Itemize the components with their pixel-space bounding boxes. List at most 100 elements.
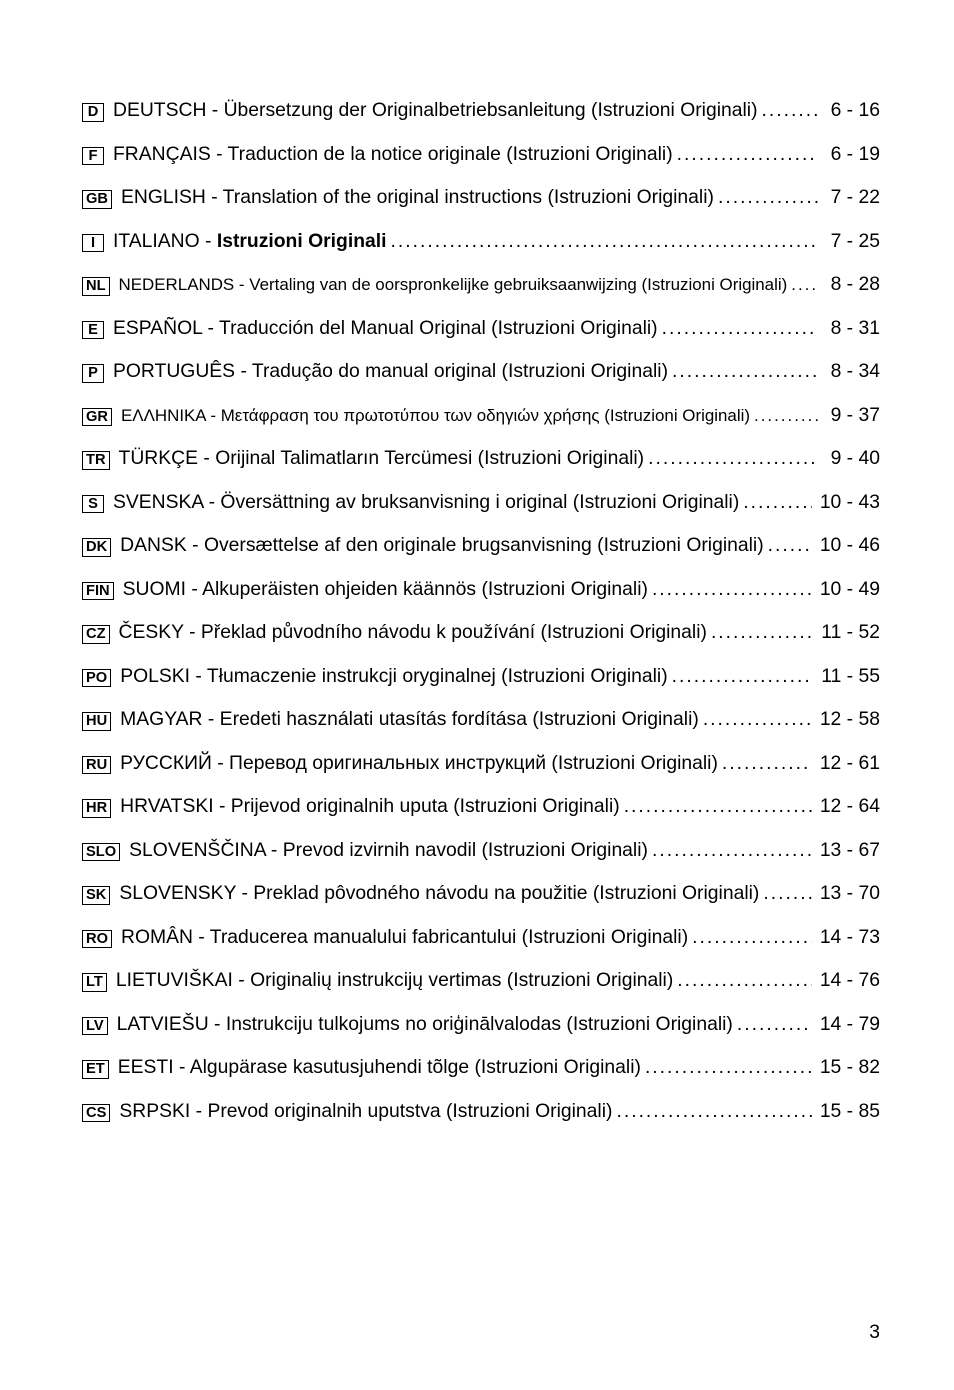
toc-page-range: 12 - 61 [812, 753, 880, 775]
language-code-box: P [82, 364, 104, 383]
toc-entry-prefix: РУССКИЙ - Перевод оригинальных инструкци… [120, 753, 718, 774]
toc-row: ETEESTI - Algupärase kasutusjuhendi tõlg… [82, 1057, 880, 1079]
language-code-box: HU [82, 712, 111, 731]
toc-leader-dots: ........................................… [759, 883, 811, 905]
toc-entry-prefix: ITALIANO - [113, 231, 217, 252]
toc-entry-text: ENGLISH - Translation of the original in… [121, 187, 714, 209]
toc-entry-text: FRANÇAIS - Traduction de la notice origi… [113, 144, 673, 166]
toc-row: RU РУССКИЙ - Перевод оригинальных инструк… [82, 753, 880, 775]
toc-entry-prefix: ENGLISH - Translation of the original in… [121, 187, 714, 208]
toc-entry-text: TÜRKÇE - Orijinal Talimatların Tercümesi… [119, 448, 645, 470]
toc-page-range: 6 - 16 [818, 100, 880, 122]
toc-entry-text: HRVATSKI - Prijevod originalnih uputa (I… [120, 796, 620, 818]
language-code-box: CS [82, 1104, 110, 1123]
toc-entry-text: ITALIANO - Istruzioni Originali [113, 231, 387, 253]
language-code-box: CZ [82, 625, 110, 644]
toc-row: IITALIANO - Istruzioni Originali .......… [82, 231, 880, 253]
toc-page-range: 8 - 34 [818, 361, 880, 383]
toc-entry-text: SRPSKI - Prevod originalnih uputstva (Is… [119, 1101, 612, 1123]
language-code-box: NL [82, 277, 110, 296]
toc-leader-dots: ........................................… [648, 579, 812, 601]
toc-row: CZ ČESKY - Překlad původního návodu k pou… [82, 622, 880, 644]
page-container: D DEUTSCH - Übersetzung der Originalbetri… [0, 0, 954, 1390]
toc-entry-prefix: SUOMI - Alkuperäisten ohjeiden käännös (… [123, 579, 648, 600]
toc-leader-dots: ........................................… [688, 927, 812, 949]
toc-page-range: 14 - 73 [812, 927, 880, 949]
toc-entry-text: ČESKY - Překlad původního návodu k použí… [119, 622, 707, 644]
toc-leader-dots: ........................................… [764, 535, 812, 557]
toc-leader-dots: ........................................… [641, 1057, 812, 1079]
toc-row: LVLATVIEŠU - Instrukciju tulkojums no or… [82, 1014, 880, 1036]
toc-entry-text: LATVIEŠU - Instrukciju tulkojums no oriģ… [117, 1014, 733, 1036]
toc-entry-prefix: EESTI - Algupärase kasutusjuhendi tõlge … [118, 1057, 641, 1078]
toc-row: NL NEDERLANDS - Vertaling van de oorspron… [82, 274, 880, 296]
toc-page-range: 14 - 76 [812, 970, 880, 992]
toc-row: CS SRPSKI - Prevod originalnih uputstva (… [82, 1101, 880, 1123]
toc-leader-dots: ........................................… [612, 1101, 811, 1123]
toc-page-range: 9 - 40 [818, 448, 880, 470]
toc-entry-prefix: MAGYAR - Eredeti használati utasítás for… [120, 709, 699, 730]
toc-leader-dots: ........................................… [758, 100, 818, 122]
toc-entry-prefix: ČESKY - Překlad původního návodu k použí… [119, 622, 707, 643]
language-code-box: D [82, 103, 104, 122]
page-number: 3 [869, 1322, 880, 1344]
language-code-box: HR [82, 799, 111, 818]
toc-entry-prefix: DANSK - Oversættelse af den originale br… [120, 535, 763, 556]
language-code-box: RO [82, 930, 112, 949]
toc-entry-text: РУССКИЙ - Перевод оригинальных инструкци… [120, 753, 718, 775]
toc-entry-prefix: FRANÇAIS - Traduction de la notice origi… [113, 144, 673, 165]
toc-entry-text: NEDERLANDS - Vertaling van de oorspronke… [119, 275, 788, 295]
toc-entry-prefix: SLOVENSKY - Preklad pôvodného návodu na … [119, 883, 759, 904]
toc-page-range: 12 - 58 [812, 709, 880, 731]
language-code-box: GR [82, 408, 112, 427]
language-code-box: TR [82, 451, 110, 470]
language-code-box: PO [82, 669, 111, 688]
language-code-box: SK [82, 886, 110, 905]
toc-row: P PORTUGUÊS - Tradução do manual original… [82, 361, 880, 383]
toc-row: TR TÜRKÇE - Orijinal Talimatların Tercüme… [82, 448, 880, 470]
toc-entry-text: ESPAÑOL - Traducción del Manual Original… [113, 318, 658, 340]
toc-entry-prefix: SLOVENŠČINA - Prevod izvirnih navodil (I… [129, 840, 648, 861]
toc-entry-prefix: HRVATSKI - Prijevod originalnih uputa (I… [120, 796, 620, 817]
toc-leader-dots: ........................................… [620, 796, 812, 818]
toc-entry-text: SLOVENŠČINA - Prevod izvirnih navodil (I… [129, 840, 648, 862]
toc-entry-text: SVENSKA - Översättning av bruksanvisning… [113, 492, 739, 514]
toc-entry-text: ΕΛΛΗΝΙΚΑ - Μετάφραση του πρωτοτύπου των … [121, 406, 750, 426]
toc-entry-prefix: PORTUGUÊS - Tradução do manual original … [113, 361, 668, 382]
language-code-box: F [82, 147, 104, 166]
toc-page-range: 10 - 46 [812, 535, 880, 557]
toc-entry-prefix: ESPAÑOL - Traducción del Manual Original… [113, 318, 658, 339]
toc-leader-dots: ........................................… [658, 318, 818, 340]
toc-page-range: 6 - 19 [818, 144, 880, 166]
toc-entry-text: EESTI - Algupärase kasutusjuhendi tõlge … [118, 1057, 641, 1079]
toc-row: SLO SLOVENŠČINA - Prevod izvirnih navodil… [82, 840, 880, 862]
toc-entry-text: ROMÂN - Traducerea manualului fabricantu… [121, 927, 688, 949]
toc-entry-prefix: DEUTSCH - Übersetzung der Originalbetrie… [113, 100, 758, 121]
table-of-contents: D DEUTSCH - Übersetzung der Originalbetri… [82, 100, 880, 1123]
toc-leader-dots: ........................................… [787, 275, 818, 295]
toc-page-range: 11 - 55 [813, 666, 880, 688]
toc-row: D DEUTSCH - Übersetzung der Originalbetri… [82, 100, 880, 122]
toc-page-range: 10 - 43 [812, 492, 880, 514]
toc-entry-prefix: SVENSKA - Översättning av bruksanvisning… [113, 492, 739, 513]
toc-row: DKDANSK - Oversættelse af den originale … [82, 535, 880, 557]
language-code-box: RU [82, 756, 111, 775]
toc-leader-dots: ........................................… [387, 231, 819, 253]
toc-entry-text: DANSK - Oversættelse af den originale br… [120, 535, 763, 557]
toc-entry-prefix: ROMÂN - Traducerea manualului fabricantu… [121, 927, 688, 948]
toc-row: HR HRVATSKI - Prijevod originalnih uputa … [82, 796, 880, 818]
toc-row: PO POLSKI - Tłumaczenie instrukcji orygin… [82, 666, 880, 688]
toc-page-range: 9 - 37 [818, 405, 880, 427]
toc-row: HU MAGYAR - Eredeti használati utasítás f… [82, 709, 880, 731]
toc-entry-bold: Istruzioni Originali [217, 231, 387, 252]
toc-leader-dots: ........................................… [673, 970, 812, 992]
toc-entry-prefix: POLSKI - Tłumaczenie instrukcji oryginal… [120, 666, 667, 687]
language-code-box: LT [82, 973, 107, 992]
toc-entry-prefix: LATVIEŠU - Instrukciju tulkojums no oriģ… [117, 1014, 733, 1035]
language-code-box: SLO [82, 843, 120, 862]
toc-page-range: 13 - 67 [812, 840, 880, 862]
toc-page-range: 14 - 79 [812, 1014, 880, 1036]
language-code-box: FIN [82, 582, 114, 601]
toc-entry-prefix: NEDERLANDS - Vertaling van de oorspronke… [119, 275, 788, 294]
toc-row: SSVENSKA - Översättning av bruksanvisnin… [82, 492, 880, 514]
